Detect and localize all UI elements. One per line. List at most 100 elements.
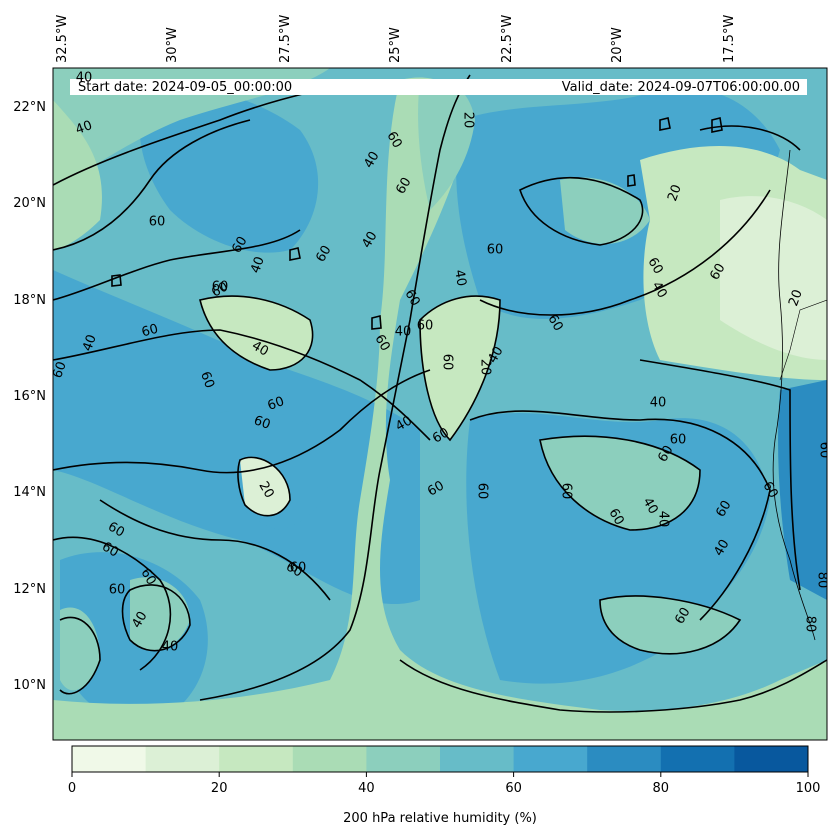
colorbar-tick-label: 0 (68, 781, 76, 796)
contour-label: 40 (393, 413, 415, 434)
contour-label: 60 (209, 279, 231, 300)
contour-label: 60 (197, 370, 217, 391)
contour-label: 40 (485, 344, 506, 366)
contour-label: 60 (817, 442, 832, 459)
colorbar-title: 200 hPa relative humidity (%) (343, 811, 537, 826)
contour-label: 60 (475, 483, 490, 500)
colorbar-swatch (660, 746, 735, 772)
coastline (772, 149, 816, 641)
contour-label: 60 (544, 312, 565, 334)
contour-label: 40 (395, 325, 412, 340)
contour-label: 60 (713, 498, 734, 520)
lat-tick-label: 14°N (13, 485, 46, 500)
colorbar-tick-label: 80 (653, 781, 670, 796)
contour-label: 20 (665, 183, 685, 204)
contour-label: 40 (451, 269, 469, 288)
contour-label: 60 (487, 243, 504, 258)
contour-label: 60 (229, 234, 250, 256)
contour-label: 60 (655, 443, 676, 465)
contour-label: 40 (650, 396, 667, 411)
colorbar-swatch (734, 746, 809, 772)
contour-label: 40 (639, 495, 660, 517)
lon-tick-label: 22.5°W (500, 15, 515, 63)
colorbar: 0 20 40 60 80 100 200 hPa relative humidity (… (68, 745, 821, 826)
lat-tick-label: 10°N (13, 678, 46, 693)
contour-label: 60 (137, 566, 158, 588)
lon-tick-label: 27.5°W (278, 15, 293, 63)
contour-label: 40 (711, 537, 732, 559)
lat-tick-label: 20°N (13, 196, 46, 211)
contour-label: 40 (361, 149, 382, 171)
contour-label: 60 (605, 506, 626, 528)
colorbar-swatch (440, 746, 515, 772)
contour-label: 60 (140, 322, 160, 341)
latitude-ticks: 22°N 20°N 18°N 16°N 14°N 12°N 10°N (13, 100, 46, 693)
contour-label: 60 (109, 583, 126, 598)
lon-tick-label: 30°W (165, 27, 180, 63)
colorbar-tick-label: 100 (796, 781, 821, 796)
lat-tick-label: 12°N (13, 582, 46, 597)
date-banner (70, 79, 807, 95)
contour-label: 40 (129, 609, 150, 631)
contour-label: 60 (401, 287, 422, 309)
lon-tick-label: 25°W (388, 27, 403, 63)
contour-label: 40 (648, 279, 669, 301)
contour-label: 60 (759, 479, 780, 501)
contour-label: 60 (283, 559, 305, 580)
colorbar-swatch (587, 746, 662, 772)
contour-label: 60 (393, 175, 414, 197)
contour-label: 60 (383, 129, 404, 151)
contour-label: 40 (359, 229, 380, 251)
contour-label: 60 (99, 539, 121, 560)
valid-date-label: Valid_date: 2024-09-07T06:00:00.00 (562, 80, 800, 95)
contour-label: 60 (290, 561, 307, 576)
colorbar-swatch (366, 746, 441, 772)
contour-label: 60 (430, 425, 452, 446)
contour-label: 40 (80, 333, 100, 354)
contour-label: 20 (255, 479, 276, 501)
colorbar-tick-label: 40 (358, 781, 375, 796)
longitude-ticks: 32.5°W 30°W 27.5°W 25°W 22.5°W 20°W 17.5… (55, 15, 737, 63)
contour-label: 60 (440, 354, 455, 371)
contour-label: 80 (803, 616, 818, 633)
contour-label: 60 (313, 243, 334, 265)
lon-tick-label: 20°W (610, 27, 625, 63)
start-date-label: Start date: 2024-09-05_00:00:00 (78, 80, 292, 95)
contour-label: 60 (559, 483, 574, 500)
humidity-field (53, 68, 827, 740)
contour-label: 40 (76, 71, 93, 86)
contour-label: 60 (371, 332, 392, 354)
contour-label: 60 (670, 433, 687, 448)
contour-label: 40 (74, 118, 95, 138)
contour-label: 40 (656, 511, 671, 528)
contour-label: 40 (162, 640, 179, 655)
contour-label: 60 (425, 478, 447, 499)
lat-tick-label: 22°N (13, 100, 46, 115)
contour-label: 40 (249, 338, 271, 359)
contour-label: 40 (248, 255, 268, 276)
contour-label: 60 (50, 360, 70, 381)
lat-tick-label: 18°N (13, 293, 46, 308)
contour-label: 60 (252, 413, 273, 433)
contour-label: 80 (815, 572, 830, 589)
colorbar-tick-label: 20 (211, 781, 228, 796)
contour-label: 60 (707, 261, 728, 283)
contour-label: 60 (266, 394, 287, 414)
colorbar-swatch (292, 746, 367, 772)
contour-label: 60 (212, 280, 229, 295)
contour-label: 60 (105, 519, 127, 540)
contour-labels: 4040606040606040606040604060604060204060… (50, 71, 832, 655)
contour-label: 20 (786, 288, 806, 309)
colorbar-swatch (145, 746, 220, 772)
lon-tick-label: 17.5°W (722, 15, 737, 63)
map-frame (52, 67, 828, 741)
colorbar-frame (71, 745, 809, 773)
contour-label: 20 (478, 359, 493, 376)
colorbar-swatch (72, 746, 147, 772)
colorbar-swatch (219, 746, 294, 772)
lon-tick-label: 32.5°W (55, 15, 70, 63)
colorbar-swatch (513, 746, 588, 772)
contour-label: 60 (149, 215, 166, 230)
